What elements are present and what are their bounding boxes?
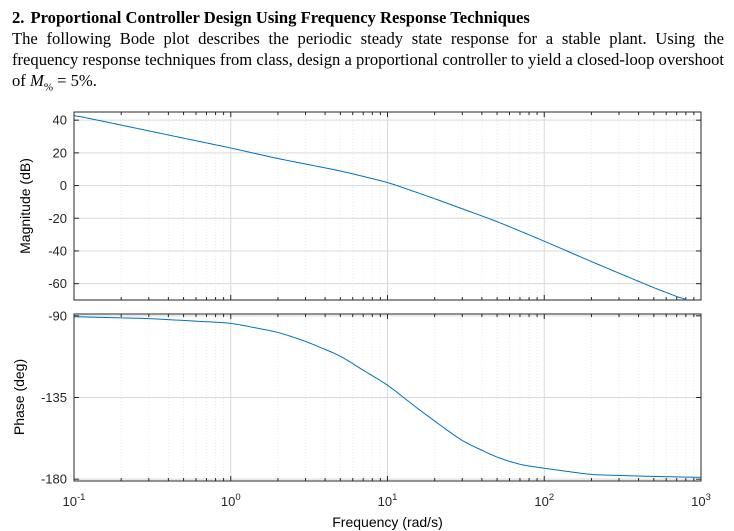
magnitude-subplot: 40 20 0 -20 -40 -60 Magnitude (dB)	[17, 111, 702, 301]
phase-subplot: -90 -135 -180 Phase (deg) 10-1 100 101 102 103 Fr…	[11, 308, 711, 530]
x-tick-label: 10-1	[63, 492, 86, 509]
y-tick-label: -40	[48, 243, 67, 258]
overshoot-symbol: M	[29, 71, 44, 90]
y-tick-label: 20	[53, 145, 67, 160]
overshoot-symbol-subscript: %	[43, 81, 53, 94]
x-tick-label: 102	[534, 492, 554, 509]
y-tick-label: -60	[48, 276, 67, 291]
problem-statement: 2. Proportional Controller Design Using F…	[12, 7, 724, 94]
phase-curve	[73, 316, 702, 478]
phase-grid	[74, 314, 701, 481]
magnitude-curve	[73, 114, 687, 301]
magnitude-grid	[74, 112, 701, 300]
x-tick-label: 101	[378, 492, 398, 509]
problem-text: The following Bode plot describes the pe…	[12, 28, 724, 94]
problem-title: Proportional Controller Design Using Fre…	[30, 8, 530, 27]
x-tick-label: 103	[691, 492, 711, 509]
y-tick-label: -20	[48, 211, 67, 226]
phase-ylabel: Phase (deg)	[11, 359, 27, 435]
problem-number: 2.	[12, 8, 25, 27]
overshoot-spec: = 5%.	[52, 71, 97, 90]
problem-heading: 2. Proportional Controller Design Using F…	[12, 7, 724, 28]
magnitude-ylabel: Magnitude (dB)	[17, 158, 33, 254]
problem-text-body: The following Bode plot describes the pe…	[12, 29, 724, 90]
x-tick-label: 100	[221, 492, 241, 509]
y-tick-label: -135	[41, 390, 67, 405]
x-axis-label: Frequency (rad/s)	[332, 514, 442, 530]
y-tick-label: -180	[41, 472, 67, 487]
y-tick-label: -90	[48, 308, 67, 323]
y-tick-label: 40	[53, 113, 67, 128]
y-tick-label: 0	[60, 178, 67, 193]
